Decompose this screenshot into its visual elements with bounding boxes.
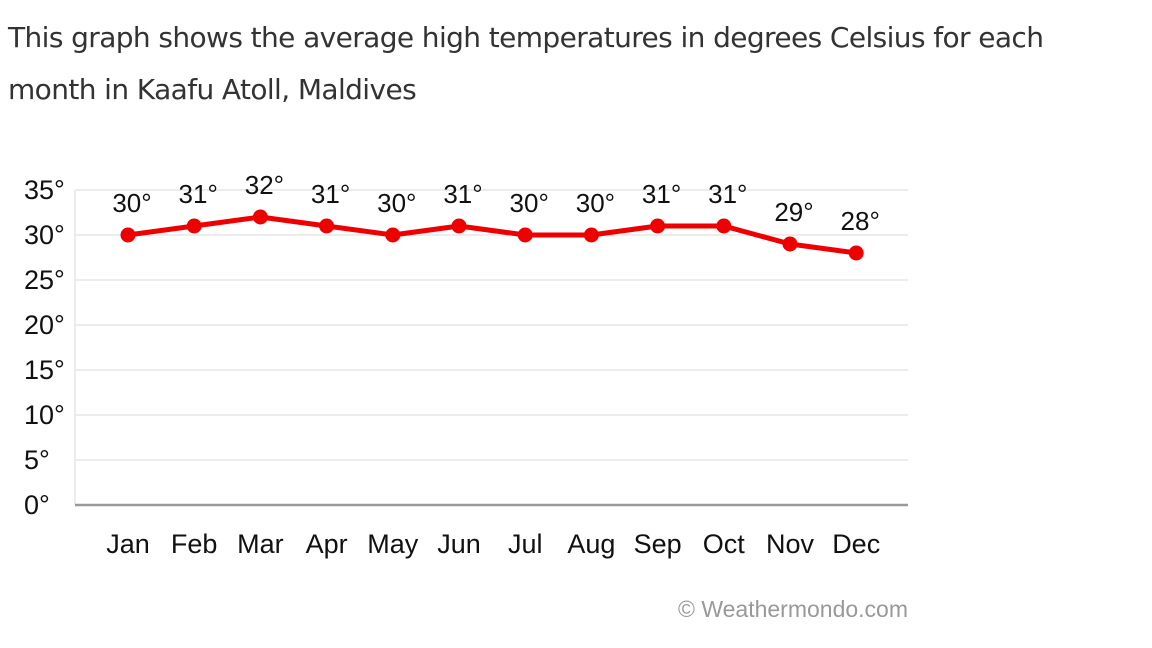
data-label: 32° [245, 170, 284, 200]
data-label: 31° [708, 179, 747, 209]
x-tick-label: Jan [106, 529, 150, 559]
y-tick-label: 0° [24, 490, 50, 520]
x-tick-label: May [367, 529, 419, 559]
x-tick-label: Jul [508, 529, 543, 559]
data-label: 30° [510, 188, 549, 218]
data-point [782, 236, 798, 252]
data-point [120, 227, 136, 243]
data-point [650, 218, 666, 234]
y-tick-label: 20° [24, 310, 65, 340]
y-tick-label: 10° [24, 400, 65, 430]
y-tick-label: 30° [24, 220, 65, 250]
y-tick-label: 25° [24, 265, 65, 295]
data-point [451, 218, 467, 234]
data-label: 30° [377, 188, 416, 218]
data-points [120, 209, 864, 261]
x-tick-label: Aug [567, 529, 615, 559]
data-labels: 30° 31° 32° 31° 30° 31° 30° 30° 31° 31° 29° 28° [112, 170, 880, 236]
x-tick-label: Sep [634, 529, 682, 559]
chart-description: This graph shows the average high temper… [8, 21, 1044, 106]
data-point [252, 209, 268, 225]
data-point [186, 218, 202, 234]
data-label: 30° [576, 188, 615, 218]
temperature-line [125, 214, 859, 256]
y-tick-label: 35° [24, 175, 65, 205]
series-line [125, 214, 859, 256]
data-label: 31° [311, 179, 350, 209]
data-point [319, 218, 335, 234]
x-tick-label: Jun [437, 529, 481, 559]
data-point [716, 218, 732, 234]
axes: 0° 5° 10° 15° 20° 25° 30° 35° Jan Feb Mar Apr May Jun… [24, 175, 908, 559]
data-point [583, 227, 599, 243]
x-tick-label: Oct [703, 529, 746, 559]
data-label: 31° [443, 179, 482, 209]
data-label: 28° [841, 206, 880, 236]
data-point [848, 245, 864, 261]
data-point [517, 227, 533, 243]
x-tick-label: Nov [766, 529, 815, 559]
x-tick-label: Apr [306, 529, 348, 559]
data-label: 29° [774, 197, 813, 227]
y-tick-label: 15° [24, 355, 65, 385]
data-label: 30° [112, 188, 151, 218]
data-label: 31° [642, 179, 681, 209]
x-tick-label: Feb [171, 529, 218, 559]
grid-lines [75, 189, 908, 461]
data-point [385, 227, 401, 243]
x-tick-label: Mar [237, 529, 284, 559]
data-label: 31° [179, 179, 218, 209]
source-credit: © Weathermondo.com [677, 596, 908, 622]
y-tick-label: 5° [24, 445, 50, 475]
x-tick-label: Dec [832, 529, 880, 559]
